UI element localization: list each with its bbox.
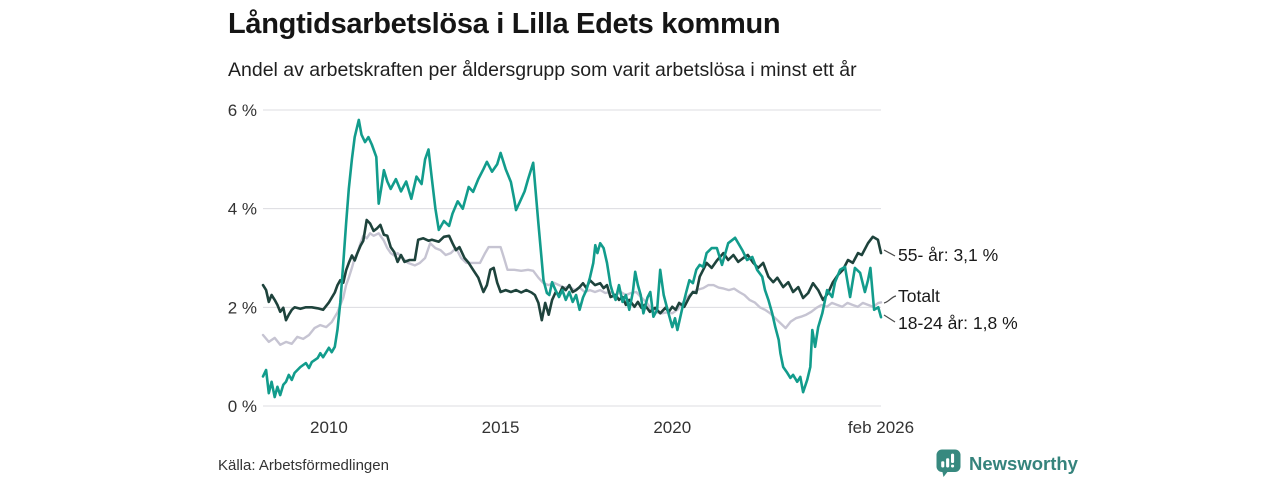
annotation-label-totalt: Totalt — [898, 286, 940, 306]
newsworthy-brand-text: Newsworthy — [969, 452, 1078, 474]
y-axis-tick-label: 4 % — [228, 200, 257, 219]
x-axis-tick-label: 2010 — [310, 418, 348, 437]
gridlines — [263, 109, 881, 407]
chart-title: Långtidsarbetslösa i Lilla Edets kommun — [228, 8, 781, 40]
annotation-connector-18-24-ar — [883, 314, 896, 323]
series-lines — [261, 118, 883, 399]
newsworthy-brand: Newsworthy — [936, 449, 1078, 478]
y-axis-tick-labels: 6 % 4 % 2 % 0 % — [228, 101, 257, 416]
chart-subtitle: Andel av arbetskraften per åldersgrupp s… — [228, 59, 857, 81]
y-axis-tick-label: 6 % — [228, 101, 257, 120]
annotation-label-55-ar: 55- år: 3,1 % — [898, 245, 998, 265]
x-axis-tick-label: 2015 — [482, 418, 520, 437]
annotation-connector-55-ar — [883, 249, 896, 257]
x-axis-tick-labels: 2010 2015 2020 feb 2026 — [310, 418, 914, 437]
x-axis-tick-label: 2020 — [653, 418, 691, 437]
annotation-connector-totalt — [883, 295, 897, 304]
newsworthy-logo-icon — [936, 449, 961, 477]
y-axis-tick-label: 2 % — [228, 298, 257, 317]
series-line-18-24-ar — [261, 118, 883, 399]
series-line-55-ar — [261, 218, 883, 322]
y-axis-tick-label: 0 % — [228, 397, 257, 416]
source-credit: Källa: Arbetsförmedlingen — [218, 457, 389, 474]
annotation-label-18-24-ar: 18-24 år: 1,8 % — [898, 313, 1018, 333]
x-axis-tick-label: feb 2026 — [848, 418, 914, 437]
